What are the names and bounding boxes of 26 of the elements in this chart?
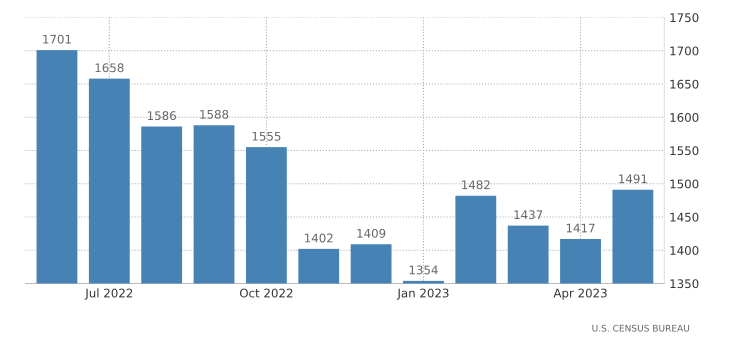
y-tick-label: 1600 bbox=[670, 112, 698, 122]
data-label: 1417 bbox=[566, 224, 595, 232]
x-tick-label: Jan 2023 bbox=[396, 288, 449, 300]
y-tick-label: 1750 bbox=[670, 13, 698, 22]
y-tick-label: 1700 bbox=[670, 46, 698, 56]
y-tick-label: 1550 bbox=[670, 146, 698, 156]
y-tick-label: 1650 bbox=[670, 80, 698, 89]
x-tick-label: Jul 2022 bbox=[84, 288, 132, 300]
y-tick-label: 1400 bbox=[670, 246, 698, 255]
data-label: 1555 bbox=[252, 132, 280, 141]
x-tick-label: Oct 2022 bbox=[240, 288, 292, 298]
y-tick-label: 1500 bbox=[670, 179, 698, 188]
y-tick-label: 1450 bbox=[670, 212, 698, 222]
data-label: 1586 bbox=[148, 111, 176, 120]
data-label: 1482 bbox=[462, 180, 490, 190]
data-label: 1588 bbox=[200, 110, 228, 119]
data-label: 1409 bbox=[357, 228, 386, 238]
data-label: 1491 bbox=[619, 174, 647, 184]
text: U.S. CENSUS BUREAU bbox=[592, 324, 690, 332]
data-label: 1354 bbox=[410, 265, 438, 274]
y-tick-label: 1350 bbox=[670, 279, 698, 288]
data-label: 1402 bbox=[305, 234, 333, 242]
data-label: 1658 bbox=[96, 63, 124, 72]
data-label: 1437 bbox=[514, 210, 542, 220]
data-label: 1701 bbox=[43, 34, 71, 44]
x-tick-label: Apr 2023 bbox=[554, 288, 607, 300]
